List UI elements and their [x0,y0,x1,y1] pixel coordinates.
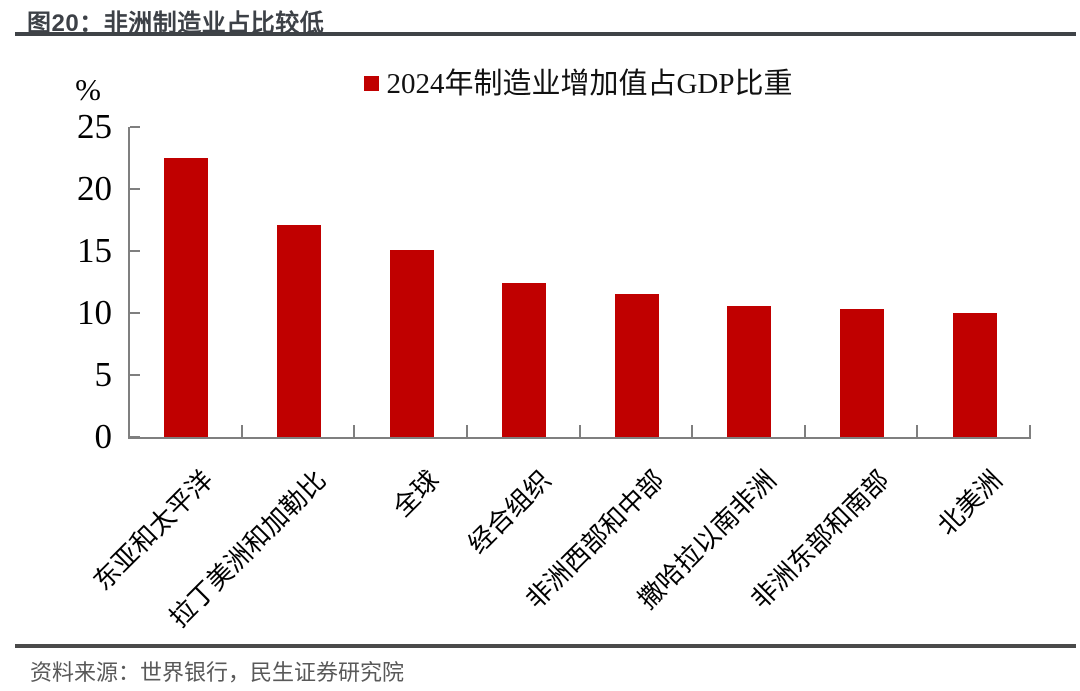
chart-legend: 2024年制造业增加值占GDP比重 [128,60,1029,102]
y-axis-tick-label: 0 [94,417,113,456]
x-axis-category-label: 北美洲 [931,465,1008,541]
bar [502,283,547,437]
bar [276,224,321,437]
legend-label: 2024年制造业增加值占GDP比重 [386,68,793,100]
x-axis-tick [1029,425,1031,437]
y-axis-tick-label: 15 [77,231,112,270]
y-axis-tick-label: 20 [77,169,112,208]
bar [727,305,772,437]
x-axis-tick [465,425,468,437]
y-axis-unit-label: % [75,72,101,107]
bar [164,158,209,437]
y-axis-tick-label: 25 [77,107,112,146]
bar [952,313,997,437]
title-divider [15,32,1076,36]
y-axis-tick-label: 5 [94,355,113,394]
source-note: 资料来源：世界银行，民生证券研究院 [30,660,405,685]
x-axis-tick [691,425,694,437]
x-axis-labels: 东亚和太平洋 拉丁美洲和加勒比 全球 经合组织 非洲西部和中部 撒哈拉以南非洲 非洲东部和南… [88,449,1029,649]
x-axis-tick [916,425,919,437]
y-axis-tick [130,126,140,128]
plot-area: 0 5 10 15 20 25 [77,107,1031,456]
x-axis-category-label: 经合组织 [462,465,557,560]
y-axis-tick-label: 10 [77,293,112,332]
y-axis-tick [130,250,140,252]
source-divider [15,644,1076,648]
y-axis-tick [130,188,140,190]
x-axis-category-label: 全球 [387,465,445,523]
bar [389,249,434,437]
x-axis-tick [803,425,806,437]
x-axis-tick [240,425,243,437]
x-axis-tick [353,425,356,437]
x-axis-tick [578,425,581,437]
bar [840,309,885,437]
legend-square-icon [364,76,380,91]
y-axis-tick [130,312,140,314]
bar [614,294,659,437]
y-axis-tick [130,374,140,376]
y-axis-tick [130,436,140,438]
